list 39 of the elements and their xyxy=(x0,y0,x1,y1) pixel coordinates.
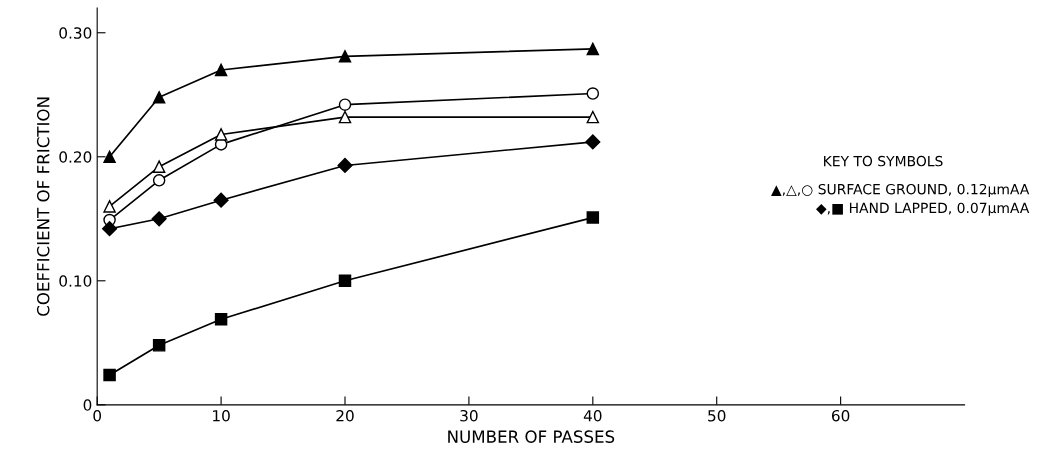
x-tick-label: 60 xyxy=(831,409,850,422)
point xyxy=(337,157,353,174)
point xyxy=(152,339,166,352)
annotation: KEY TO SYMBOLS xyxy=(824,155,943,167)
point xyxy=(152,160,166,173)
y-tick-label: 0 xyxy=(83,399,92,411)
x-tick-label: 20 xyxy=(336,409,354,422)
x-tick-label: 10 xyxy=(213,409,230,422)
point xyxy=(103,368,116,382)
point xyxy=(586,211,600,224)
x-tick-label: 30 xyxy=(460,409,478,422)
point xyxy=(586,87,600,100)
point xyxy=(214,312,228,326)
point xyxy=(585,134,601,150)
point xyxy=(152,174,166,187)
point xyxy=(213,192,229,208)
point xyxy=(338,98,352,111)
point xyxy=(338,50,352,63)
point xyxy=(338,274,352,288)
y-tick-label: 0.10 xyxy=(59,275,92,287)
point xyxy=(214,63,228,77)
annotation: ▲,△,○ SURFACE GROUND, 0.12μmAA xyxy=(771,183,1030,198)
point xyxy=(338,110,352,124)
point xyxy=(102,221,118,237)
x-tick-label: 0 xyxy=(93,409,102,422)
y-tick-label: 0.30 xyxy=(59,27,92,39)
point xyxy=(586,42,600,56)
x-tick-label: 50 xyxy=(708,409,726,422)
point xyxy=(152,90,166,104)
x-axis-title: NUMBER OF PASSES xyxy=(448,430,615,443)
point xyxy=(103,200,116,213)
x-tick-label: 40 xyxy=(583,409,602,422)
point xyxy=(586,110,600,124)
y-axis-title: COEFFICIENT OF FRICTION xyxy=(36,97,50,316)
annotation: ◆,■ HAND LAPPED, 0.07μmAA xyxy=(816,202,1030,216)
y-tick-label: 0.20 xyxy=(59,151,92,163)
point xyxy=(103,150,116,164)
point xyxy=(151,211,167,227)
point xyxy=(214,128,228,141)
